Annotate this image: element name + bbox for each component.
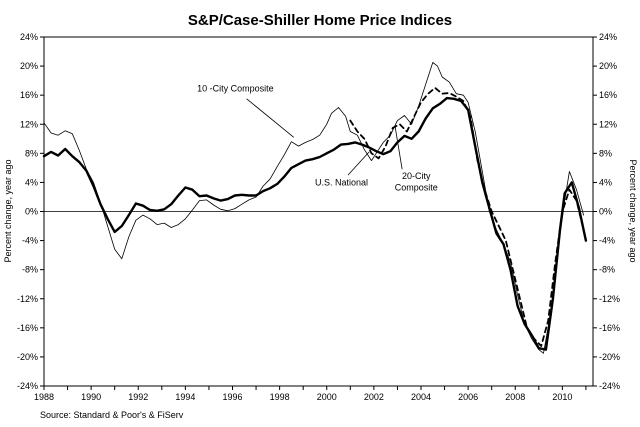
y-tick-label-left: -16% bbox=[17, 323, 38, 333]
y-tick-label-left: -20% bbox=[17, 352, 38, 362]
annotations: 10 -City Composite U.S. National 20-CityCo… bbox=[197, 84, 438, 193]
series-line-1 bbox=[42, 96, 588, 351]
y-tick-label-right: 20% bbox=[599, 61, 617, 71]
y-tick-label-right: -20% bbox=[599, 352, 620, 362]
y-tick-label-left: -12% bbox=[17, 294, 38, 304]
y-tick-label-left: -24% bbox=[17, 381, 38, 391]
x-tick-label: 2006 bbox=[458, 392, 478, 402]
series-layer bbox=[42, 62, 588, 354]
y-tick-label-left: 4% bbox=[25, 177, 38, 187]
annotation-20-city-line2: Composite bbox=[395, 182, 438, 192]
y-tick-label-left: 0% bbox=[25, 207, 38, 217]
source-note: Source: Standard & Poor's & FiServ bbox=[40, 410, 184, 420]
y-tick-label-right: 24% bbox=[599, 32, 617, 42]
y-tick-label-left: 16% bbox=[20, 90, 38, 100]
x-tick-label: 2008 bbox=[505, 392, 525, 402]
x-tick-label: 2004 bbox=[411, 392, 431, 402]
x-tick-label: 2000 bbox=[317, 392, 337, 402]
plot-area bbox=[43, 36, 594, 387]
y-tick-label-right: 12% bbox=[599, 119, 617, 129]
x-tick-label: 1988 bbox=[34, 392, 54, 402]
y-tick-label-right: 16% bbox=[599, 90, 617, 100]
leader-10-city bbox=[246, 98, 295, 138]
x-tick-label: 1990 bbox=[81, 392, 101, 402]
y-tick-label-right: -12% bbox=[599, 294, 620, 304]
y-tick-label-right: 0% bbox=[599, 207, 612, 217]
y-tick-label-right: -16% bbox=[599, 323, 620, 333]
leader-20-city bbox=[394, 126, 403, 170]
y-axis-left: -24% -20% -16% -12% -8% -4% 0% 4% 8% 12% 16% 20% 24% bbox=[17, 32, 44, 391]
series-line-0 bbox=[43, 62, 584, 354]
x-tick-label: 1998 bbox=[270, 392, 290, 402]
x-tick-label: 2010 bbox=[552, 392, 572, 402]
x-tick-label: 1994 bbox=[175, 392, 195, 402]
x-tick-label: 1992 bbox=[128, 392, 148, 402]
chart-title: S&P/Case-Shiller Home Price Indices bbox=[188, 12, 452, 29]
leader-us-national bbox=[347, 151, 370, 176]
annotation-20-city: 20-City bbox=[402, 171, 431, 181]
y-tick-label-right: -4% bbox=[599, 236, 615, 246]
y-axis-label-left: Percent change, year ago bbox=[3, 159, 13, 262]
y-tick-label-left: -4% bbox=[22, 236, 38, 246]
annotation-us-national: U.S. National bbox=[315, 177, 368, 187]
y-tick-label-right: 4% bbox=[599, 177, 612, 187]
y-tick-label-right: -24% bbox=[599, 381, 620, 391]
y-tick-label-left: -8% bbox=[22, 265, 38, 275]
annotation-10-city: 10 -City Composite bbox=[197, 84, 274, 94]
y-axis-label-right: Percent change, year ago bbox=[628, 159, 638, 262]
x-tick-label: 1996 bbox=[222, 392, 242, 402]
y-tick-label-right: 8% bbox=[599, 148, 612, 158]
x-axis: 1988 1990 1992 1994 1996 1998 2000 2002 2004 2006… bbox=[34, 386, 587, 402]
y-axis-right: -24% -20% -16% -12% -8% -4% 0% 4% 8% 12% 16% 20% 24% bbox=[593, 32, 620, 391]
y-tick-label-left: 12% bbox=[20, 119, 38, 129]
series-line-2 bbox=[349, 87, 585, 347]
y-tick-label-right: -8% bbox=[599, 265, 615, 275]
y-tick-label-left: 24% bbox=[20, 32, 38, 42]
y-tick-label-left: 20% bbox=[20, 61, 38, 71]
y-tick-label-left: 8% bbox=[25, 148, 38, 158]
x-tick-label: 2002 bbox=[364, 392, 384, 402]
